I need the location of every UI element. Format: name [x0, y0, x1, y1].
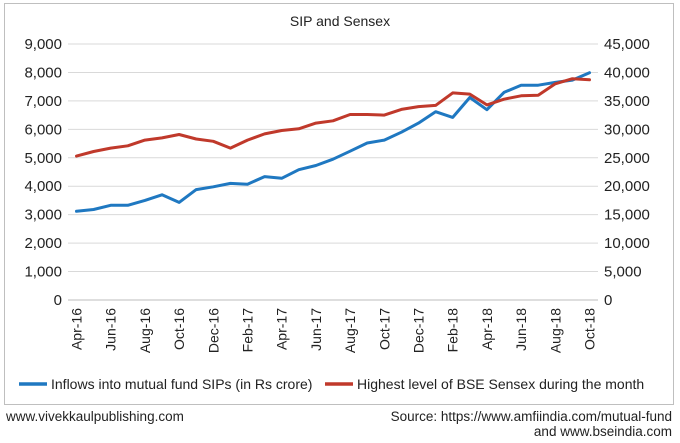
right-axis-tick-label: 45,000 [604, 36, 650, 53]
x-axis-tick-label: Aug-18 [547, 308, 563, 353]
legend-label-sensex: Highest level of BSE Sensex during the m… [357, 376, 644, 392]
footer-source-line-1: Source: https://www.amfiindia.com/mutual… [390, 409, 672, 424]
right-axis-tick-label: 0 [604, 292, 612, 309]
right-axis-tick-label: 25,000 [604, 150, 650, 167]
left-axis-tick-label: 5,000 [24, 150, 62, 167]
left-axis-tick-label: 1,000 [24, 264, 62, 281]
left-axis-ticks: 0 1,000 2,000 3,000 4,000 5,000 6,000 7,000 8,00… [24, 36, 62, 309]
x-axis-tick-label: Apr-18 [479, 308, 495, 350]
series-line-sip [75, 71, 591, 213]
x-axis-tick-label: Aug-16 [137, 308, 153, 353]
left-axis-tick-label: 9,000 [24, 36, 62, 53]
x-axis-tick-label: Oct-18 [581, 308, 597, 350]
gridlines [68, 43, 598, 301]
sip-sensex-chart: SIP and Sensex 0 1,000 2,000 3,000 4,000 5,00… [19, 13, 650, 392]
chart-title: SIP and Sensex [290, 13, 390, 29]
right-axis-tick-label: 5,000 [604, 264, 642, 281]
series-lines [75, 71, 591, 213]
legend: Inflows into mutual fund SIPs (in Rs cro… [19, 376, 644, 392]
x-axis-tick-label: Jun-18 [513, 308, 529, 351]
right-axis-tick-label: 35,000 [604, 93, 650, 110]
x-axis-tick-label: Aug-17 [342, 308, 358, 353]
footer-source-line-2: and www.bseindia.com [533, 424, 672, 439]
right-axis-tick-label: 30,000 [604, 121, 650, 138]
left-axis-tick-label: 4,000 [24, 178, 62, 195]
right-axis-ticks: 0 5,000 10,000 15,000 20,000 25,000 30,000 35,0… [604, 36, 650, 309]
x-axis-tick-label: Feb-17 [240, 308, 256, 353]
x-axis-tick-label: Apr-16 [69, 308, 85, 350]
right-axis-tick-label: 15,000 [604, 207, 650, 224]
right-axis-tick-label: 20,000 [604, 178, 650, 195]
x-axis-tick-label: Jun-17 [308, 308, 324, 351]
x-axis-tick-label: Feb-18 [445, 308, 461, 353]
x-axis-tick-label: Dec-17 [410, 308, 426, 353]
footer-source: Source: https://www.amfiindia.com/mutual… [391, 409, 672, 439]
chart-frame: SIP and Sensex 0 1,000 2,000 3,000 4,000 5,00… [4, 3, 674, 405]
right-axis-tick-label: 40,000 [604, 64, 650, 81]
x-axis-tick-label: Apr-17 [274, 308, 290, 350]
left-axis-tick-label: 2,000 [24, 235, 62, 252]
left-axis-tick-label: 7,000 [24, 93, 62, 110]
legend-label-sip: Inflows into mutual fund SIPs (in Rs cro… [51, 376, 312, 392]
x-axis-tick-label: Dec-16 [205, 308, 221, 353]
x-axis-tick-label: Oct-17 [376, 308, 392, 350]
x-axis-ticks: Apr-16 Jun-16 Aug-16 Oct-16 Dec-16 Feb-17 Apr-… [69, 308, 598, 353]
left-axis-tick-label: 8,000 [24, 64, 62, 81]
x-axis-tick-label: Jun-16 [103, 308, 119, 351]
left-axis-tick-label: 6,000 [24, 121, 62, 138]
left-axis-tick-label: 0 [54, 292, 62, 309]
left-axis-tick-label: 3,000 [24, 207, 62, 224]
right-axis-tick-label: 10,000 [604, 235, 650, 252]
footer-website: www.vivekkaulpublishing.com [6, 409, 184, 424]
x-axis-tick-label: Oct-16 [171, 308, 187, 350]
series-line-sensex [75, 77, 591, 158]
